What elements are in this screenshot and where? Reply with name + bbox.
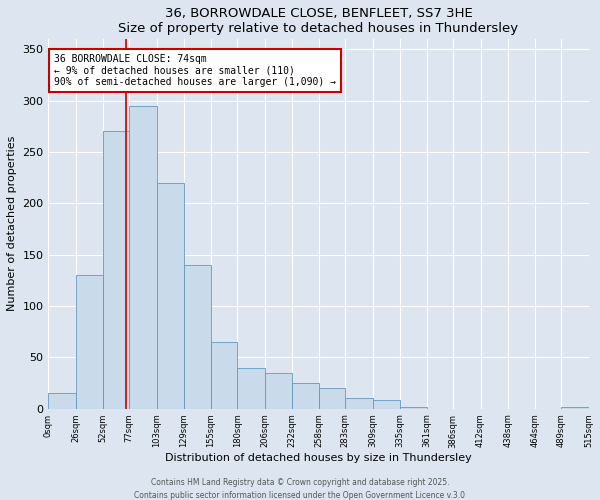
Bar — [400, 406, 427, 408]
Text: 36 BORROWDALE CLOSE: 74sqm
← 9% of detached houses are smaller (110)
90% of semi: 36 BORROWDALE CLOSE: 74sqm ← 9% of detac… — [54, 54, 336, 87]
Bar — [319, 388, 345, 408]
Y-axis label: Number of detached properties: Number of detached properties — [7, 136, 17, 312]
Title: 36, BORROWDALE CLOSE, BENFLEET, SS7 3HE
Size of property relative to detached ho: 36, BORROWDALE CLOSE, BENFLEET, SS7 3HE … — [118, 7, 518, 35]
Bar — [76, 275, 103, 408]
Text: Contains HM Land Registry data © Crown copyright and database right 2025.
Contai: Contains HM Land Registry data © Crown c… — [134, 478, 466, 500]
Bar — [237, 368, 265, 408]
Bar — [561, 406, 589, 408]
Bar — [129, 106, 157, 408]
Bar — [211, 342, 237, 408]
Bar — [265, 372, 292, 408]
Bar — [345, 398, 373, 408]
Bar — [373, 400, 400, 408]
Bar — [49, 393, 76, 408]
Bar — [292, 383, 319, 408]
Bar — [184, 265, 211, 408]
Bar — [157, 182, 184, 408]
X-axis label: Distribution of detached houses by size in Thundersley: Distribution of detached houses by size … — [165, 453, 472, 463]
Bar — [103, 132, 129, 408]
